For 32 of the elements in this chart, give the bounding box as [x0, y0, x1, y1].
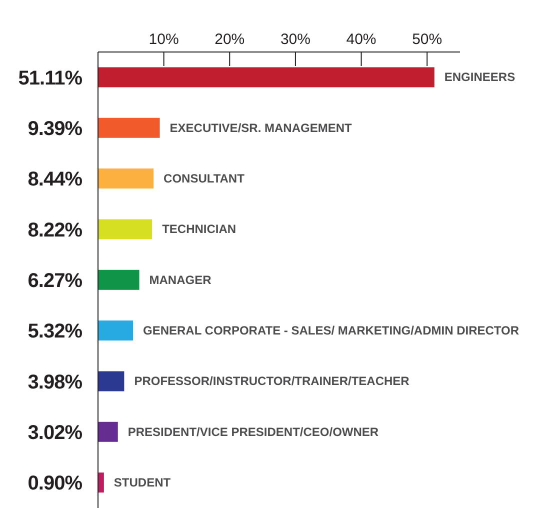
bar [98, 67, 434, 88]
y-tick-label: MANAGER [149, 272, 212, 287]
x-tick-label: 40% [346, 31, 376, 48]
data-label: 8.44% [28, 168, 83, 191]
y-tick-label: EXECUTIVE/SR. MANAGEMENT [170, 120, 352, 135]
data-label: 51.11% [18, 67, 83, 90]
bar [98, 422, 118, 442]
y-tick-label: CONSULTANT [164, 172, 246, 186]
y-tick-label: PROFESSOR/INSTRUCTOR/TRAINER/TEACHER [134, 374, 410, 388]
data-label: 0.90% [28, 472, 83, 495]
x-tick-label: 30% [280, 31, 310, 48]
x-tick-label: 10% [148, 31, 179, 48]
bar [98, 168, 154, 189]
y-tick-label: ENGINEERS [444, 70, 516, 84]
bar [98, 472, 104, 493]
x-tick-label: 20% [214, 31, 245, 48]
data-label: 9.39% [28, 118, 83, 140]
y-tick-label: PRESIDENT/VICE PRESIDENT/CEO/OWNER [128, 424, 379, 439]
data-label: 8.22% [28, 219, 83, 242]
data-label: 6.27% [28, 270, 83, 292]
bar [98, 219, 152, 240]
x-tick-label: 50% [412, 31, 442, 48]
data-label: 5.32% [28, 320, 83, 343]
y-tick-label: TECHNICIAN [162, 222, 236, 236]
bar [98, 270, 140, 290]
y-tick-label: GENERAL CORPORATE - SALES/ MARKETING/ADMIN DIRECTOR [143, 324, 520, 338]
bar [98, 320, 134, 341]
data-label: 3.02% [28, 422, 83, 444]
y-tick-label: STUDENT [114, 476, 172, 490]
bar [98, 371, 124, 392]
data-label: 3.98% [28, 371, 83, 394]
bar [98, 118, 160, 138]
